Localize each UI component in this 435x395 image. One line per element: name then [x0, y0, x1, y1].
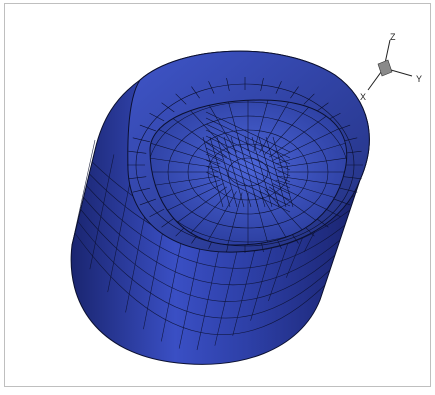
floor-mesh-spoke [275, 179, 347, 211]
floor-fine-grid [205, 111, 291, 153]
floor-mesh-spoke [150, 133, 221, 165]
body-mesh-ring [86, 185, 346, 269]
floor-fine-grid [205, 153, 291, 195]
floor-mesh-spoke [259, 100, 302, 153]
y-axis-label: Y [416, 74, 422, 84]
floor-mesh-spoke [259, 191, 302, 245]
body-mesh-line [89, 154, 115, 270]
floor-fine-grid [205, 123, 291, 165]
rim-mesh-line [175, 93, 187, 105]
floor-fine-grid [205, 159, 291, 201]
floor-mesh-spoke [272, 116, 347, 161]
floor-fine-grid [205, 135, 291, 177]
rim-mesh-line [191, 86, 200, 99]
floor-fine-grid [205, 129, 291, 171]
floor-mesh-spoke [194, 100, 237, 153]
floor-mesh-spoke [150, 183, 224, 228]
rim-mesh-line [260, 78, 264, 91]
rim-mesh-line [226, 78, 230, 91]
floor-fine-grid [202, 136, 224, 208]
floor-mesh-spoke [275, 133, 347, 165]
floor-mesh-spoke [150, 152, 219, 169]
body-mesh-line [71, 139, 96, 246]
floor-fine-grid [230, 136, 252, 208]
floor-mesh-spoke [277, 175, 347, 192]
floor-fine-grid [209, 136, 231, 208]
floor-mesh-spoke [150, 175, 219, 192]
floor-fine-grid [223, 136, 245, 208]
floor-fine-grid [265, 136, 287, 208]
triad-cube [377, 59, 393, 77]
body-mesh-ring [74, 232, 326, 335]
floor-mesh-spoke [253, 100, 276, 152]
floor-fine-grid [205, 141, 291, 183]
floor-fine-grid [205, 117, 291, 159]
floor-fine-grid [205, 171, 291, 213]
floor-mesh-spoke [220, 192, 243, 245]
floor-fine-grid [205, 165, 291, 207]
rim-mesh-line [208, 81, 215, 94]
rim-mesh-line [290, 86, 299, 99]
x-axis-label: X [360, 92, 366, 102]
body-mesh-ring [77, 221, 331, 319]
floor-mesh-spoke [277, 152, 347, 169]
floor-fine-grid [272, 136, 294, 208]
rim-mesh-line [303, 93, 315, 105]
body-mesh-ring [80, 209, 336, 302]
body-mesh-ring [83, 197, 341, 286]
body-mesh-line [107, 168, 134, 293]
floor-fine-grid [258, 136, 280, 208]
floor-fine-grid [205, 147, 291, 189]
inner-floor-mesh [149, 99, 348, 246]
floor-mesh-spoke [170, 100, 232, 155]
rim-mesh-line [275, 81, 282, 94]
z-axis-label: Z [390, 32, 396, 42]
floor-mesh-spoke [194, 191, 237, 245]
floor-mesh-spoke [150, 179, 221, 211]
floor-fine-grid [244, 136, 266, 208]
rim-mesh-ring [135, 83, 355, 247]
axis-triad: Z Y X [360, 32, 422, 102]
floor-fine-grid [251, 136, 273, 208]
